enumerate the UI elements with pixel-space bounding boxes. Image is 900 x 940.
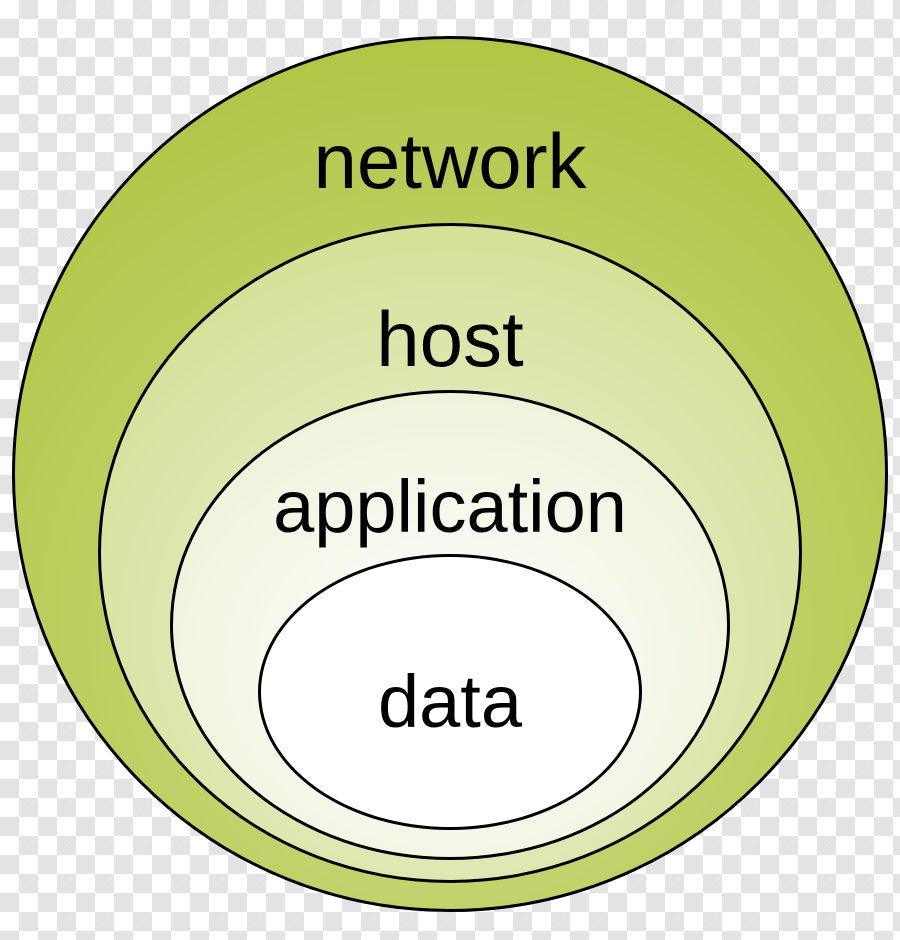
layer-application-label: application [0, 470, 900, 544]
layer-data-label: data [0, 665, 900, 739]
nested-layers-diagram: network host application data [0, 0, 900, 940]
layer-network-label: network [0, 122, 900, 200]
layer-host-label: host [0, 300, 900, 378]
